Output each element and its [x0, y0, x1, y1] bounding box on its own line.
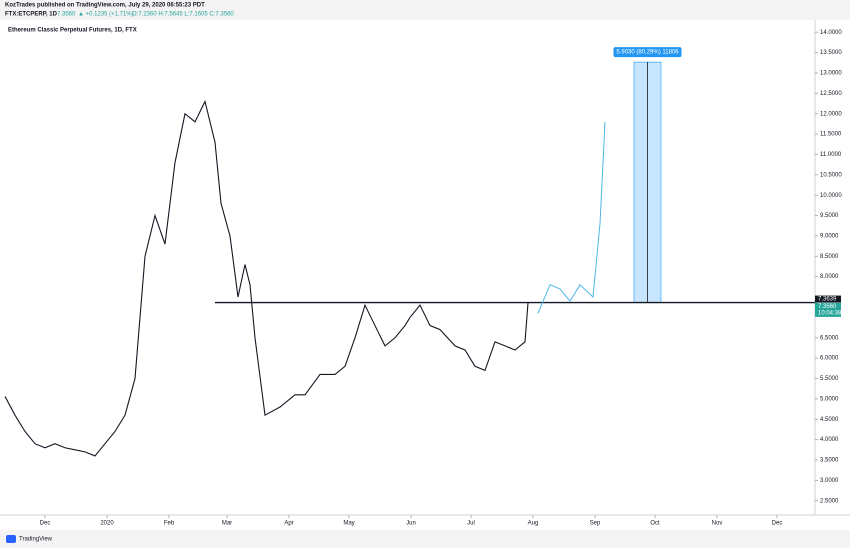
logo [6, 535, 16, 543]
level-label: 7.3639 [818, 297, 837, 303]
symbol: FTX:ETCPERP, 1D [5, 12, 58, 18]
x-tick-label: Dec [40, 521, 51, 527]
price-line [4, 99, 529, 457]
y-tick-label: 6.5000 [820, 335, 839, 341]
countdown: 10:04:38 [818, 310, 842, 316]
y-tick-label: 9.5000 [820, 213, 839, 219]
last-price-box [815, 302, 841, 317]
y-tick-label: 13.0000 [820, 71, 842, 77]
y-tick-label: 10.0000 [820, 193, 842, 199]
y-tick-label: 3.0000 [820, 478, 839, 484]
x-tick-label: Oct [650, 521, 660, 527]
x-tick-label: Mar [222, 521, 232, 527]
x-tick-label: Jul [467, 521, 475, 527]
y-tick-label: 8.5000 [820, 254, 839, 260]
y-tick-label: 6.0000 [820, 356, 839, 362]
x-tick-label: 2020 [100, 521, 114, 527]
target-label-box [613, 47, 682, 58]
last: 7.3560 [57, 12, 76, 18]
y-tick-label: 3.5000 [820, 458, 839, 464]
brand: TradingView [19, 537, 53, 543]
x-tick-label: Dec [772, 521, 783, 527]
publisher: KozTrades published on TradingView.com, … [5, 3, 205, 9]
x-tick-label: May [343, 521, 354, 527]
change: ▲ +0.1235 (+1.71%) [78, 12, 134, 18]
target-label: 5.9030 (80.29%) 11806 [616, 50, 679, 56]
y-tick-label: 8.0000 [820, 274, 839, 280]
bottom-bar [0, 530, 850, 548]
y-tick-label: 4.5000 [820, 417, 839, 423]
y-tick-label: 14.0000 [820, 30, 842, 36]
ohlc: O:7.2360 H:7.5645 L:7.1605 C:7.3560 [132, 12, 234, 18]
last-price-label: 7.3560 [818, 304, 837, 310]
x-tick-label: Nov [712, 521, 723, 527]
top-bar [0, 0, 850, 20]
y-tick-label: 9.0000 [820, 234, 839, 240]
x-tick-label: Apr [284, 521, 293, 527]
y-tick-label: 11.5000 [820, 132, 842, 138]
level-label-box [815, 295, 841, 303]
x-tick-label: Feb [164, 521, 175, 527]
y-tick-label: 13.5000 [820, 50, 842, 56]
y-tick-label: 4.0000 [820, 437, 839, 443]
y-tick-label: 2.5000 [820, 498, 839, 504]
y-tick-label: 12.0000 [820, 111, 842, 117]
x-tick-label: Sep [590, 521, 601, 527]
x-tick-label: Jun [406, 521, 416, 527]
y-tick-label: 5.0000 [820, 396, 839, 402]
y-tick-label: 10.5000 [820, 172, 842, 178]
x-tick-label: Aug [528, 521, 539, 527]
chart-title: Ethereum Classic Perpetual Futures, 1D, … [8, 28, 137, 34]
y-tick-label: 11.0000 [820, 152, 842, 158]
y-tick-label: 12.5000 [820, 91, 842, 97]
projection-line [537, 121, 606, 314]
y-tick-label: 5.5000 [820, 376, 839, 382]
